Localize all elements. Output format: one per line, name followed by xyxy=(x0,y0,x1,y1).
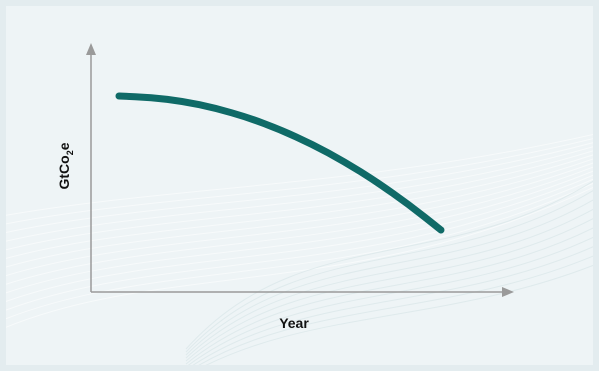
background-wave-line xyxy=(6,158,593,268)
background-wave-line xyxy=(6,170,593,294)
background-wave-pattern xyxy=(6,134,593,365)
background-wave-line xyxy=(205,264,593,365)
background-wave-line xyxy=(6,174,593,302)
background-wave-line xyxy=(185,208,593,359)
y-axis-arrow xyxy=(86,43,96,55)
background-wave-line xyxy=(198,255,593,365)
chart-frame: Year GtCo2e xyxy=(6,6,593,365)
background-wave-line xyxy=(185,190,593,353)
background-wave-line xyxy=(185,180,593,350)
background-wave-line xyxy=(6,154,593,259)
y-axis-label-suffix: e xyxy=(56,142,72,150)
background-wave-line xyxy=(6,178,593,311)
background-wave-line xyxy=(185,199,593,356)
background-wave-line xyxy=(6,182,593,320)
background-wave-line xyxy=(6,138,593,225)
axes xyxy=(86,43,514,297)
background-wave-line xyxy=(6,162,593,277)
background-wave-line xyxy=(187,236,593,365)
y-axis-label-main: GtCo xyxy=(56,155,72,189)
background-wave-line xyxy=(185,227,593,365)
y-axis-label: GtCo2e xyxy=(56,142,75,189)
background-wave-line xyxy=(192,246,593,365)
x-axis-arrow xyxy=(502,287,514,297)
background-wave-line xyxy=(185,218,593,362)
series-line xyxy=(115,92,445,234)
y-axis-label-subscript: 2 xyxy=(65,150,75,155)
background-wave-line xyxy=(6,146,593,242)
background-wave-line xyxy=(6,134,593,216)
background-wave-line xyxy=(6,142,593,234)
background-wave-line xyxy=(6,150,593,251)
background-wave-line xyxy=(6,186,593,328)
x-axis-label: Year xyxy=(279,315,309,331)
chart-svg: Year GtCo2e xyxy=(6,43,593,365)
background-wave-line xyxy=(6,166,593,285)
